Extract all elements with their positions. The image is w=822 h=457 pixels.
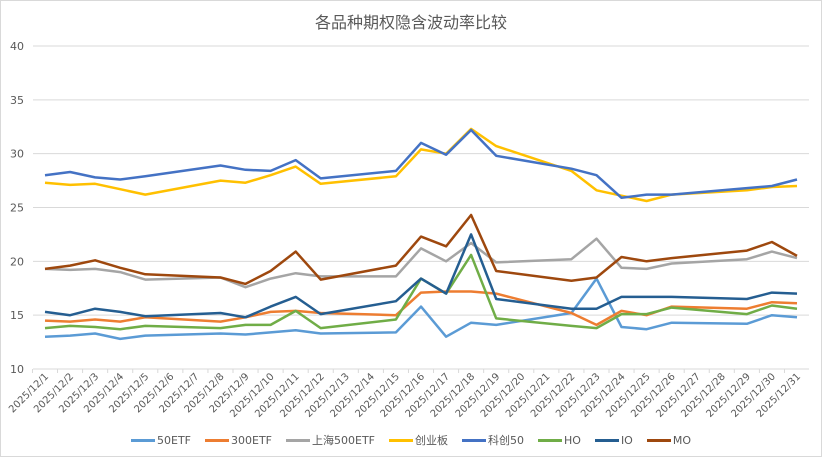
series-line: [44, 277, 798, 341]
legend-item: 50ETF: [131, 432, 191, 448]
y-tick-label: 15: [10, 309, 24, 322]
legend-label: IO: [620, 433, 633, 447]
legend: 50ETF 300ETF 上海500ETF 创业板 科创50 HO IO MO: [0, 432, 822, 448]
y-tick-label: 30: [10, 148, 24, 161]
legend-item: 300ETF: [205, 432, 272, 448]
legend-label: MO: [672, 433, 691, 447]
series-line: [44, 237, 798, 289]
legend-label: HO: [564, 433, 581, 447]
series-line: [44, 233, 798, 319]
series-line: [44, 127, 798, 203]
legend-swatch: [131, 438, 155, 442]
chart-title: 各品种期权隐含波动率比较: [314, 13, 507, 32]
series-line: [44, 213, 798, 286]
legend-swatch: [646, 438, 671, 442]
legend-swatch: [538, 438, 562, 442]
legend-item: HO: [538, 432, 581, 448]
legend-label: 50ETF: [157, 433, 191, 447]
legend-swatch: [594, 438, 619, 442]
legend-swatch: [462, 438, 486, 442]
y-tick-label: 25: [10, 202, 24, 215]
legend-label: 科创50: [488, 434, 524, 447]
legend-item: MO: [646, 432, 691, 448]
legend-swatch: [286, 438, 310, 442]
y-tick-label: 40: [10, 40, 24, 53]
series-line: [44, 128, 798, 200]
legend-label: 创业板: [415, 434, 448, 447]
legend-label: 上海500ETF: [312, 434, 375, 447]
legend-item: IO: [594, 432, 633, 448]
legend-item: 上海500ETF: [286, 432, 375, 448]
y-tick-label: 35: [10, 94, 24, 107]
legend-swatch: [205, 438, 229, 442]
legend-label: 300ETF: [231, 433, 272, 447]
y-tick-label: 10: [10, 363, 24, 376]
legend-item: 创业板: [389, 432, 448, 448]
legend-item: 科创50: [462, 432, 524, 448]
y-tick-label: 20: [10, 255, 24, 268]
legend-swatch: [389, 438, 413, 442]
